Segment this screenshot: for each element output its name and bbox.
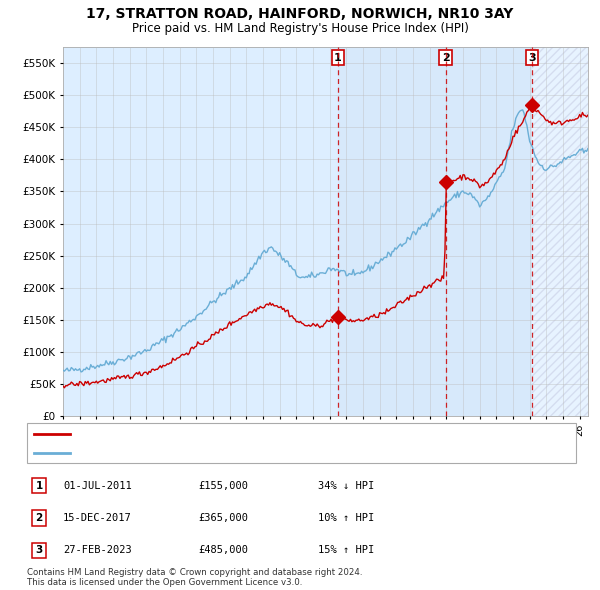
- Text: Contains HM Land Registry data © Crown copyright and database right 2024.: Contains HM Land Registry data © Crown c…: [27, 568, 362, 577]
- Text: 1: 1: [35, 481, 43, 490]
- Text: 1: 1: [334, 53, 342, 63]
- Text: £155,000: £155,000: [198, 481, 248, 490]
- Text: HPI: Average price, detached house, Broadland: HPI: Average price, detached house, Broa…: [75, 448, 305, 458]
- Bar: [532, 47, 588, 416]
- Text: 17, STRATTON ROAD, HAINFORD, NORWICH, NR10 3AY (detached house): 17, STRATTON ROAD, HAINFORD, NORWICH, NR…: [75, 430, 432, 440]
- Text: 3: 3: [529, 53, 536, 63]
- Text: 10% ↑ HPI: 10% ↑ HPI: [318, 513, 374, 523]
- Text: This data is licensed under the Open Government Licence v3.0.: This data is licensed under the Open Gov…: [27, 578, 302, 587]
- Text: £365,000: £365,000: [198, 513, 248, 523]
- Text: 01-JUL-2011: 01-JUL-2011: [63, 481, 132, 490]
- Text: 3: 3: [35, 546, 43, 555]
- Bar: [338, 47, 532, 416]
- Text: Price paid vs. HM Land Registry's House Price Index (HPI): Price paid vs. HM Land Registry's House …: [131, 22, 469, 35]
- Text: 15% ↑ HPI: 15% ↑ HPI: [318, 546, 374, 555]
- Text: 2: 2: [442, 53, 449, 63]
- Text: 17, STRATTON ROAD, HAINFORD, NORWICH, NR10 3AY: 17, STRATTON ROAD, HAINFORD, NORWICH, NR…: [86, 7, 514, 21]
- Text: 2: 2: [35, 513, 43, 523]
- Text: 34% ↓ HPI: 34% ↓ HPI: [318, 481, 374, 490]
- Text: 27-FEB-2023: 27-FEB-2023: [63, 546, 132, 555]
- Text: £485,000: £485,000: [198, 546, 248, 555]
- Text: 15-DEC-2017: 15-DEC-2017: [63, 513, 132, 523]
